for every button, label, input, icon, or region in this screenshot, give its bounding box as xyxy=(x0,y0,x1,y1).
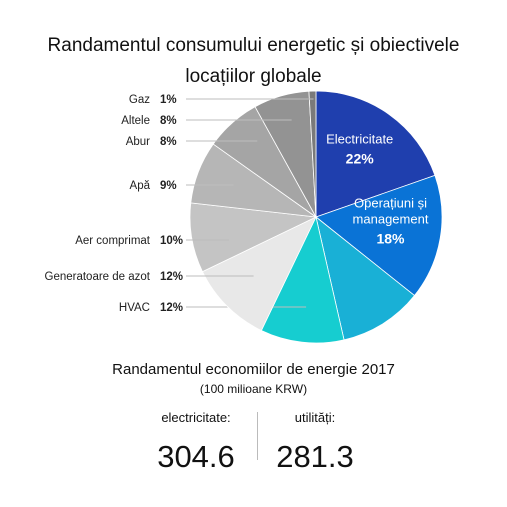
pie-slice-operatiuni-si-management xyxy=(315,174,443,297)
pie-label-aer-comprimat: Aer comprimat xyxy=(75,235,151,247)
pie-label-operatiuni-si-management-1: Operațiuni și xyxy=(354,196,427,211)
pie-slice-generatoare-de-azot xyxy=(201,216,317,332)
pie-label-apa: Apă xyxy=(130,180,151,192)
pie-value-apa: 9% xyxy=(160,180,177,192)
utilities-savings-value: 281.3 xyxy=(276,439,354,474)
pie-value-electricitate: 22% xyxy=(346,150,375,166)
pie-label-electricitate: Electricitate xyxy=(326,131,393,146)
chart-title-line-2: locațiilor globale xyxy=(185,66,322,87)
pie-value-hvac: 12% xyxy=(160,302,183,314)
pie-label-altele: Altele xyxy=(121,115,150,127)
pie-label-gaz: Gaz xyxy=(129,94,150,106)
pie-slice-hvac xyxy=(260,215,345,344)
pie-slice-gaz xyxy=(308,90,317,218)
pie-value-operatiuni-si-management: 18% xyxy=(376,231,405,247)
electricity-savings-label: electricitate: xyxy=(161,410,231,425)
pie-label-operatiuni-si-management-2: management xyxy=(353,212,429,227)
utilities-savings: utilități: 281.3 xyxy=(245,410,385,475)
electricity-savings-value: 304.6 xyxy=(157,439,235,474)
pie-value-aer-comprimat: 10% xyxy=(160,235,183,247)
pie-value-altele: 8% xyxy=(160,115,177,127)
savings-unit: (100 milioane KRW) xyxy=(199,382,308,396)
pie-value-abur: 8% xyxy=(160,136,177,148)
utilities-savings-label: utilități: xyxy=(294,410,336,425)
chart-title: Randamentul consumului energetic și obie… xyxy=(0,30,507,92)
stats-divider xyxy=(257,412,258,460)
pie-label-generatoare-de-azot: Generatoare de azot xyxy=(45,271,151,283)
pie-label-abur: Abur xyxy=(126,136,150,148)
electricity-savings: electricitate: 304.6 xyxy=(126,410,266,475)
pie-slice-unlabeled xyxy=(315,215,416,341)
savings-title: Randamentul economiilor de energie 2017 xyxy=(112,361,395,378)
chart-title-line-1: Randamentul consumului energetic și obie… xyxy=(47,35,460,56)
pie-label-hvac: HVAC xyxy=(119,302,150,314)
pie-value-gaz: 1% xyxy=(160,94,177,106)
pie-value-generatoare-de-azot: 12% xyxy=(160,271,183,283)
